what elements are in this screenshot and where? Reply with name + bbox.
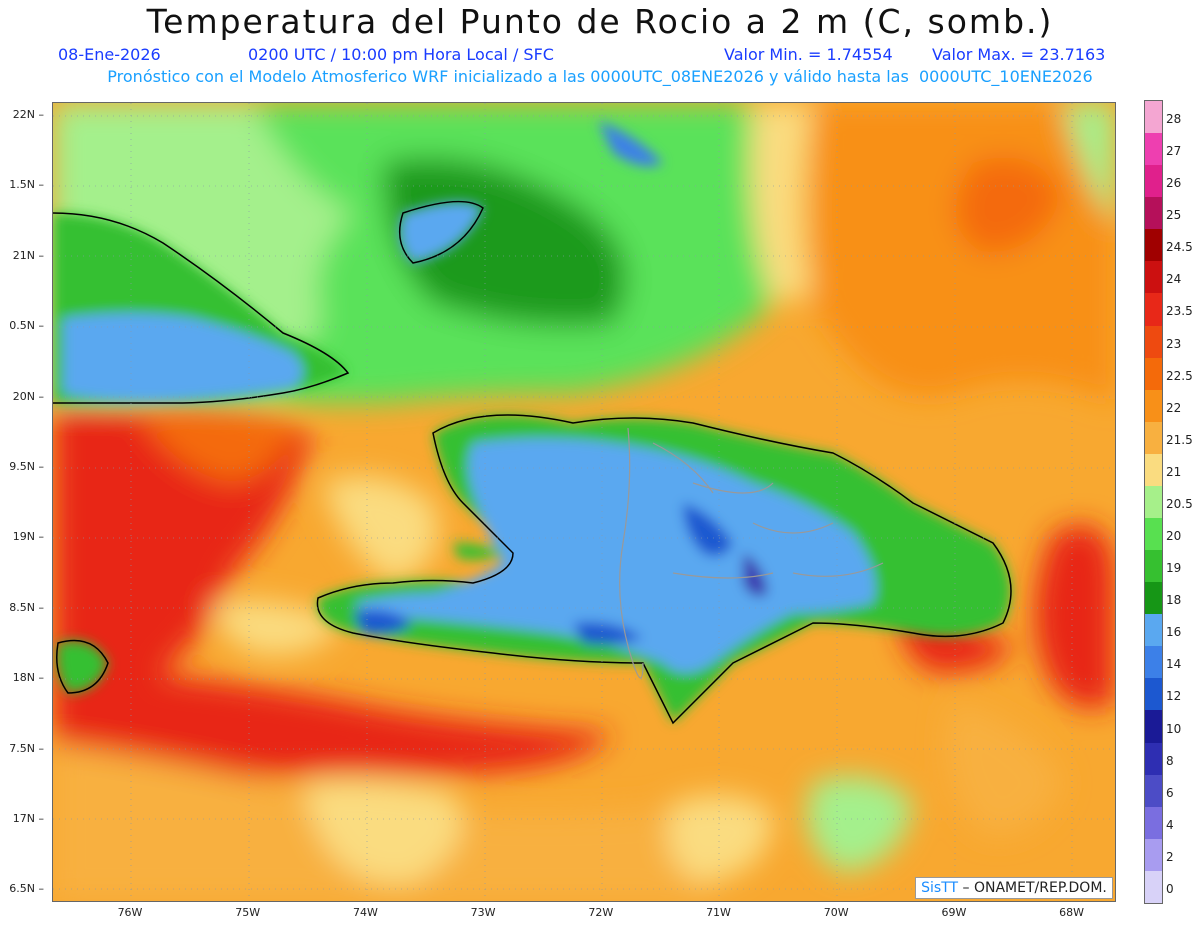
colorbar-label: 23.5 [1166, 304, 1193, 319]
colorbar-swatch [1145, 774, 1162, 807]
colorbar-swatch [1145, 421, 1162, 454]
colorbar-swatch [1145, 133, 1162, 166]
lat-label: 9.5N – [9, 460, 44, 473]
colorbar-swatch [1145, 389, 1162, 422]
colorbar-swatch [1145, 485, 1162, 519]
colorbar-label: 19 [1166, 561, 1182, 576]
colorbar-swatch [1145, 646, 1162, 679]
forecast-date: 08-Ene-2026 [58, 45, 161, 64]
colorbar-swatch [1145, 518, 1162, 551]
colorbar-label: 24 [1166, 272, 1182, 287]
colorbar-label: 24.5 [1166, 240, 1193, 255]
colorbar-label: 22 [1166, 400, 1182, 415]
credit-box: SisTT – ONAMET/REP.DOM. [915, 877, 1113, 899]
colorbar-label: 8 [1166, 753, 1174, 768]
brand-logo: SisTT [921, 880, 959, 896]
colorbar-swatch [1145, 165, 1162, 198]
colorbar-label: 12 [1166, 689, 1182, 704]
colorbar-swatch [1145, 806, 1162, 839]
colorbar-swatch [1145, 838, 1162, 871]
colorbar-label: 14 [1166, 657, 1182, 672]
lat-label: 8.5N – [9, 600, 44, 614]
dewpoint-map [52, 102, 1116, 902]
colorbar-label: 28 [1166, 112, 1182, 126]
colorbar-swatch [1145, 550, 1162, 583]
lat-label: 1.5N – [9, 178, 44, 192]
colorbar-swatch [1145, 357, 1162, 390]
colorbar-label: 20 [1166, 529, 1182, 544]
lat-label: 7.5N – [9, 741, 44, 755]
lat-label: 6.5N – [9, 882, 44, 896]
colorbar-label: 23 [1166, 336, 1182, 351]
lat-label: 21N – [12, 248, 44, 262]
lon-label: 72W [588, 906, 614, 919]
forecast-time: 0200 UTC / 10:00 pm Hora Local / SFC [248, 45, 554, 64]
colorbar-swatch [1145, 453, 1162, 486]
lon-label: 69W [941, 906, 967, 919]
colorbar-label: 25 [1166, 208, 1182, 223]
colorbar-label: 18 [1166, 593, 1182, 608]
lon-label: 73W [470, 906, 496, 919]
lon-label: 68W [1059, 906, 1085, 919]
colorbar-label: 0 [1166, 881, 1174, 896]
colorbar-swatch [1145, 229, 1162, 262]
lat-label: 19N – [12, 530, 44, 544]
colorbar-swatch [1145, 710, 1162, 743]
colorbar-label: 4 [1166, 817, 1174, 832]
colorbar-swatch [1145, 870, 1162, 903]
colorbar-label: 6 [1166, 785, 1174, 800]
lat-label: 20N – [12, 389, 44, 403]
lon-label: 75W [235, 906, 261, 919]
colorbar-swatch [1145, 101, 1162, 134]
lon-label: 71W [706, 906, 731, 919]
lat-label: 22N – [12, 108, 44, 121]
lat-label: 17N – [12, 812, 44, 825]
colorbar-label: 27 [1166, 144, 1182, 159]
colorbar-label: 21.5 [1166, 432, 1193, 447]
colorbar-swatch [1145, 261, 1162, 294]
colorbar-swatch [1145, 325, 1162, 358]
lon-label: 76W [117, 906, 143, 919]
colorbar-swatch [1145, 197, 1162, 230]
model-description: Pronóstico con el Modelo Atmosferico WRF… [107, 67, 1093, 86]
value-max: Valor Max. = 23.7163 [932, 45, 1106, 64]
lat-label: 0.5N – [9, 319, 44, 333]
colorbar [1144, 100, 1163, 904]
colorbar-swatch [1145, 678, 1162, 711]
colorbar-label: 20.5 [1166, 496, 1193, 511]
colorbar-swatch [1145, 742, 1162, 775]
lat-label: 18N – [12, 671, 44, 685]
colorbar-label: 26 [1166, 176, 1182, 191]
colorbar-label: 10 [1166, 721, 1182, 736]
colorbar-label: 2 [1166, 849, 1174, 864]
lon-label: 74W [352, 906, 378, 919]
colorbar-label: 22.5 [1166, 368, 1193, 383]
colorbar-label: 16 [1166, 625, 1182, 640]
lon-label: 70W [823, 906, 849, 919]
colorbar-swatch [1145, 614, 1162, 647]
credit-text: – ONAMET/REP.DOM. [962, 880, 1107, 896]
colorbar-swatch [1145, 293, 1162, 326]
colorbar-swatch [1145, 582, 1162, 615]
colorbar-label: 21 [1166, 464, 1182, 479]
map-title: Temperatura del Punto de Rocio a 2 m (C,… [146, 2, 1054, 41]
value-min: Valor Min. = 1.74554 [724, 45, 893, 64]
